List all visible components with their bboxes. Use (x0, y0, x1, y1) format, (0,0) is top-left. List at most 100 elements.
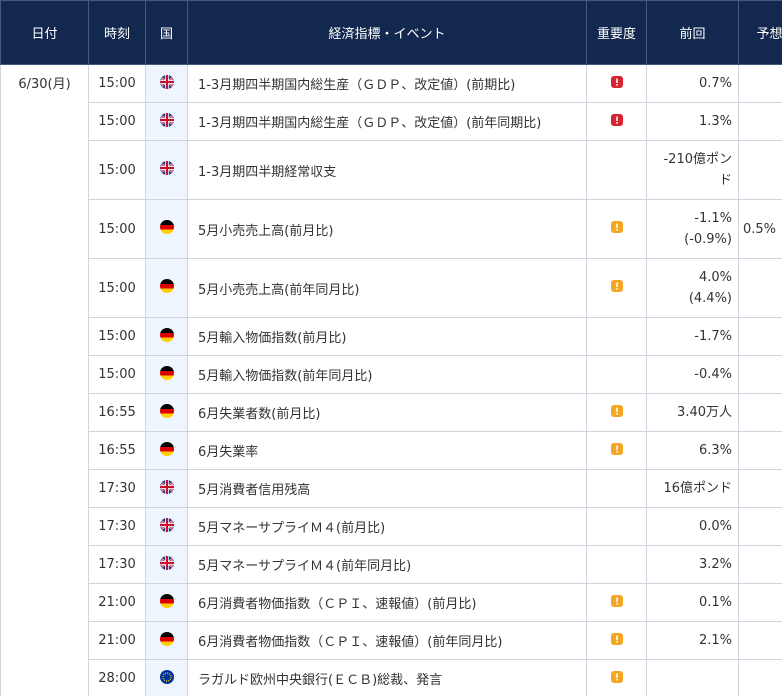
previous: 16億ポンド (646, 469, 739, 508)
forecast (738, 545, 782, 584)
previous-value: 16億ポンド (663, 481, 732, 496)
event-row: 15:00 1-3月期四半期経常収支 -210億ポンド (1, 140, 782, 200)
event-row: 28:00 ラガルド欧州中央銀行(ＥＣＢ)総裁、発言 (1, 659, 782, 696)
event-name: 5月マネーサプライＭ４(前年同月比) (187, 545, 587, 584)
event-row: 15:00 5月小売売上高(前月比) -1.1% (-0.9%) 0.5% (1, 199, 782, 259)
country-flag (145, 469, 188, 508)
time-cell: 21:00 (88, 621, 146, 660)
time-cell: 16:55 (88, 393, 146, 432)
country-flag (145, 199, 188, 259)
event-row: 15:00 5月輸入物価指数(前月比) -1.7% (1, 317, 782, 356)
importance (586, 317, 647, 356)
event-name: 6月消費者物価指数（ＣＰＩ、速報値）(前月比) (187, 583, 587, 622)
event-row: 16:55 6月失業率 6.3% (1, 431, 782, 470)
forecast (738, 583, 782, 622)
importance (586, 140, 647, 200)
forecast (738, 431, 782, 470)
date-cell: 6/30(月) (0, 64, 89, 696)
event-row: 17:30 5月マネーサプライＭ４(前月比) 0.0% (1, 507, 782, 546)
previous-value: 0.7% (698, 76, 732, 91)
forecast (738, 317, 782, 356)
column-header: 時刻 (88, 0, 146, 65)
forecast (738, 659, 782, 696)
previous-value: 3.2% (698, 557, 732, 572)
previous: 0.1% (646, 583, 739, 622)
forecast (738, 621, 782, 660)
previous: 0.0% (646, 507, 739, 546)
previous-value: -1.7% (694, 329, 732, 344)
country-flag (145, 659, 188, 696)
importance (586, 545, 647, 584)
country-flag (145, 140, 188, 200)
event-row: 21:00 6月消費者物価指数（ＣＰＩ、速報値）(前月比) 0.1% (1, 583, 782, 622)
previous (646, 659, 739, 696)
importance (586, 102, 647, 141)
event-name: ラガルド欧州中央銀行(ＥＣＢ)総裁、発言 (187, 659, 587, 696)
column-header: 前回 (646, 0, 739, 65)
previous-value: 0.1% (698, 595, 732, 610)
forecast (738, 355, 782, 394)
column-header: 経済指標・イベント (187, 0, 587, 65)
importance (586, 355, 647, 394)
time-cell: 15:00 (88, 140, 146, 200)
time-cell: 16:55 (88, 431, 146, 470)
country-flag (145, 258, 188, 318)
time-cell: 17:30 (88, 469, 146, 508)
importance (586, 258, 647, 318)
time-cell: 15:00 (88, 317, 146, 356)
event-name: 5月小売売上高(前年同月比) (187, 258, 587, 318)
event-row: 17:30 5月消費者信用残高 16億ポンド (1, 469, 782, 508)
country-flag (145, 583, 188, 622)
forecast-value: 0.5% (743, 221, 777, 237)
country-flag (145, 545, 188, 584)
time-cell: 15:00 (88, 64, 146, 103)
revised-value: (-0.9%) (684, 232, 732, 247)
country-flag (145, 102, 188, 141)
column-header: 重要度 (586, 0, 647, 65)
country-flag (145, 317, 188, 356)
event-name: 5月輸入物価指数(前月比) (187, 317, 587, 356)
forecast (738, 469, 782, 508)
previous-value: 6.3% (698, 443, 732, 458)
previous: -1.1% (-0.9%) (646, 199, 739, 259)
previous-value: -210億ポンド (663, 152, 732, 188)
time-cell: 15:00 (88, 355, 146, 394)
time-cell: 17:30 (88, 545, 146, 584)
forecast (738, 64, 782, 103)
event-name: 6月消費者物価指数（ＣＰＩ、速報値）(前年同月比) (187, 621, 587, 660)
event-name: 5月小売売上高(前月比) (187, 199, 587, 259)
forecast (738, 258, 782, 318)
country-flag (145, 431, 188, 470)
importance (586, 621, 647, 660)
previous: -210億ポンド (646, 140, 739, 200)
event-row: 15:00 1-3月期四半期国内総生産（ＧＤＰ、改定値）(前年同期比) 1.3% (1, 102, 782, 141)
forecast (738, 140, 782, 200)
time-cell: 21:00 (88, 583, 146, 622)
previous: 1.3% (646, 102, 739, 141)
previous-value: 3.40万人 (677, 405, 732, 420)
event-row: 17:30 5月マネーサプライＭ４(前年同月比) 3.2% (1, 545, 782, 584)
time-cell: 15:00 (88, 258, 146, 318)
previous: 0.7% (646, 64, 739, 103)
event-name: 6月失業率 (187, 431, 587, 470)
event-name: 1-3月期四半期経常収支 (187, 140, 587, 200)
event-name: 1-3月期四半期国内総生産（ＧＤＰ、改定値）(前期比) (187, 64, 587, 103)
forecast: 0.5% (738, 199, 782, 259)
header-row: 日付 時刻国経済指標・イベント 重要度 前回 予想 (0, 0, 782, 65)
revised-value: (4.4%) (688, 291, 732, 306)
previous: -1.7% (646, 317, 739, 356)
event-row: 6/30(月) 15:00 1-3月期四半期国内総生産（ＧＤＰ、改定値）(前期比) 0… (0, 64, 782, 696)
importance (586, 199, 647, 259)
previous: -0.4% (646, 355, 739, 394)
event-row: 15:00 5月輸入物価指数(前年同月比) -0.4% (1, 355, 782, 394)
event-row: 15:00 5月小売売上高(前年同月比) 4.0% (4.4%) (1, 258, 782, 318)
country-flag (145, 507, 188, 546)
importance (586, 507, 647, 546)
country-flag (145, 64, 188, 103)
previous-value: 2.1% (698, 633, 732, 648)
previous: 6.3% (646, 431, 739, 470)
event-name: 5月マネーサプライＭ４(前月比) (187, 507, 587, 546)
column-header: 国 (145, 0, 188, 65)
forecast (738, 102, 782, 141)
